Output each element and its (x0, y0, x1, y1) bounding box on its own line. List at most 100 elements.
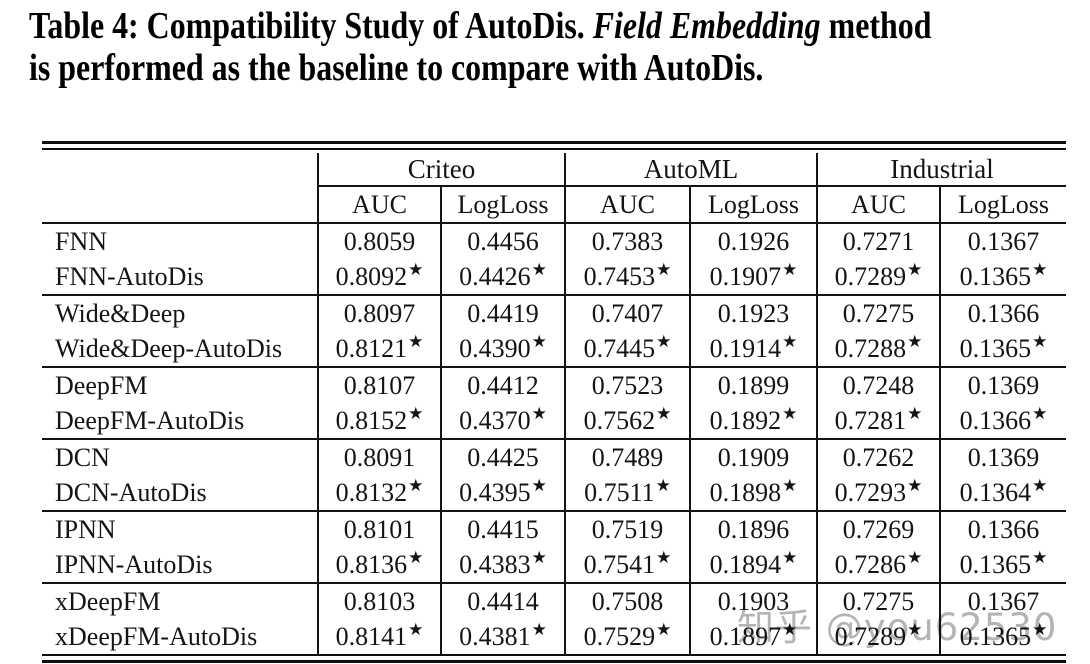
cell-value: 0.1907 (709, 261, 782, 291)
data-cell: 0.7281★ (816, 403, 940, 440)
row-label: DCN (55, 442, 110, 472)
cell-value: 0.1365 (959, 621, 1032, 651)
caption-text: Table 4: Compatibility Study of AutoDis. (29, 5, 593, 47)
data-cell: 0.7508 (564, 583, 690, 619)
data-cell: 0.1366★ (938, 403, 1067, 440)
data-cell: 0.7529★ (564, 619, 690, 654)
cell-value: 0.4414 (467, 586, 539, 616)
cell-value: 0.7286 (834, 549, 907, 579)
data-cell: 0.1909 (689, 439, 817, 475)
cell-value: 0.7541 (583, 549, 656, 579)
table-row: IPNN 0.8101 0.4415 0.7519 0.1896 0.7269 0.1366 (42, 511, 1067, 547)
data-cell: 0.7511★ (564, 475, 690, 512)
data-cell: 0.4425 (440, 439, 565, 475)
cell-value: 0.7248 (842, 370, 915, 400)
significance-star-icon: ★ (782, 403, 798, 423)
corner-cell (42, 153, 318, 224)
significance-star-icon: ★ (782, 259, 798, 279)
table-row: xDeepFM 0.8103 0.4414 0.7508 0.1903 0.7275 0.1… (42, 583, 1067, 619)
group-header-row: Criteo AutoML Industrial (42, 153, 1067, 224)
data-cell: 0.8097 (317, 295, 441, 331)
data-cell: 0.7275 (816, 295, 940, 331)
metric-header: LogLoss (689, 186, 817, 224)
cell-value: 0.1367 (967, 226, 1040, 256)
cell-value: 0.4425 (467, 442, 539, 472)
cell-value: 0.1897 (709, 621, 782, 651)
table-row: Wide&Deep 0.8097 0.4419 0.7407 0.1923 0.7275 0… (42, 295, 1067, 331)
significance-star-icon: ★ (408, 475, 424, 495)
cell-value: 0.1899 (717, 370, 790, 400)
cell-value: 0.8091 (343, 442, 416, 472)
data-cell: 0.4415 (440, 511, 565, 547)
cell-value: 0.1898 (709, 477, 782, 507)
cell-value: 0.4456 (467, 226, 539, 256)
significance-star-icon: ★ (907, 403, 923, 423)
data-cell: 0.8059 (317, 223, 441, 259)
cell-value: 0.4415 (467, 514, 539, 544)
data-cell: 0.7248 (816, 367, 940, 403)
cell-value: 0.4395 (459, 477, 531, 507)
table-row: DCN 0.8091 0.4425 0.7489 0.1909 0.7262 0.1369 (42, 439, 1067, 475)
metric-header: LogLoss (938, 186, 1067, 224)
cell-value: 0.7453 (583, 261, 656, 291)
cell-value: 0.1366 (967, 514, 1040, 544)
cell-value: 0.8092 (335, 261, 408, 291)
data-cell: 0.1365★ (938, 547, 1067, 584)
data-cell: 0.1923 (689, 295, 817, 331)
data-cell: 0.7407 (564, 295, 690, 331)
cell-value: 0.7275 (842, 586, 915, 616)
significance-star-icon: ★ (1032, 331, 1048, 351)
significance-star-icon: ★ (531, 475, 547, 495)
cell-value: 0.7271 (842, 226, 915, 256)
cell-value: 0.1365 (959, 261, 1032, 291)
cell-value: 0.4370 (459, 405, 531, 435)
data-cell: 0.7262 (816, 439, 940, 475)
cell-value: 0.4390 (459, 333, 531, 363)
row-label: IPNN-AutoDis (42, 547, 318, 584)
row-label: FNN-AutoDis (42, 259, 318, 296)
significance-star-icon: ★ (531, 259, 547, 279)
data-cell: 0.4390★ (440, 331, 565, 368)
data-cell: 0.1366 (938, 511, 1067, 547)
cell-value: 0.7519 (591, 514, 664, 544)
cell-value: 0.1914 (709, 333, 782, 363)
data-cell: 0.4414 (440, 583, 565, 619)
data-cell: 0.1369 (938, 367, 1067, 403)
cell-value: 0.7562 (583, 405, 656, 435)
top-double-rule (42, 141, 1066, 150)
significance-star-icon: ★ (656, 403, 672, 423)
data-cell: 0.4370★ (440, 403, 565, 440)
cell-value: 0.4383 (459, 549, 531, 579)
significance-star-icon: ★ (782, 547, 798, 567)
data-cell: 0.7289★ (816, 619, 940, 654)
significance-star-icon: ★ (531, 331, 547, 351)
significance-star-icon: ★ (531, 547, 547, 567)
row-label: Wide&Deep (55, 298, 186, 328)
cell-value: 0.8141 (335, 621, 408, 651)
data-cell: 0.7275 (816, 583, 940, 619)
data-cell: 0.4456 (440, 223, 565, 259)
cell-value: 0.7289 (834, 261, 907, 291)
cell-value: 0.8097 (343, 298, 416, 328)
cell-value: 0.7407 (591, 298, 664, 328)
significance-star-icon: ★ (656, 259, 672, 279)
data-cell: 0.1366 (938, 295, 1067, 331)
data-cell: 0.1365★ (938, 331, 1067, 368)
data-cell: 0.8141★ (317, 619, 441, 654)
metric-header-row: AUC LogLoss AUC LogLoss AUC LogLoss (42, 186, 1067, 224)
significance-star-icon: ★ (656, 547, 672, 567)
data-cell: 0.8092★ (317, 259, 441, 296)
cell-value: 0.7269 (842, 514, 915, 544)
cell-value: 0.1366 (959, 405, 1032, 435)
column-group-header: Industrial (815, 153, 1067, 187)
table-row: DeepFM-AutoDis 0.8152★ 0.4370★ 0.7562★ 0.189… (42, 403, 1067, 440)
row-label: DeepFM (55, 370, 148, 400)
significance-star-icon: ★ (907, 619, 923, 639)
significance-star-icon: ★ (408, 547, 424, 567)
data-cell: 0.7288★ (816, 331, 940, 368)
table-row: FNN 0.8059 0.4456 0.7383 0.1926 0.7271 0.1367 (42, 223, 1067, 259)
cell-value: 0.8132 (335, 477, 408, 507)
row-label: DeepFM-AutoDis (42, 403, 318, 440)
data-cell: 0.7271 (816, 223, 940, 259)
data-cell: 0.8121★ (317, 331, 441, 368)
